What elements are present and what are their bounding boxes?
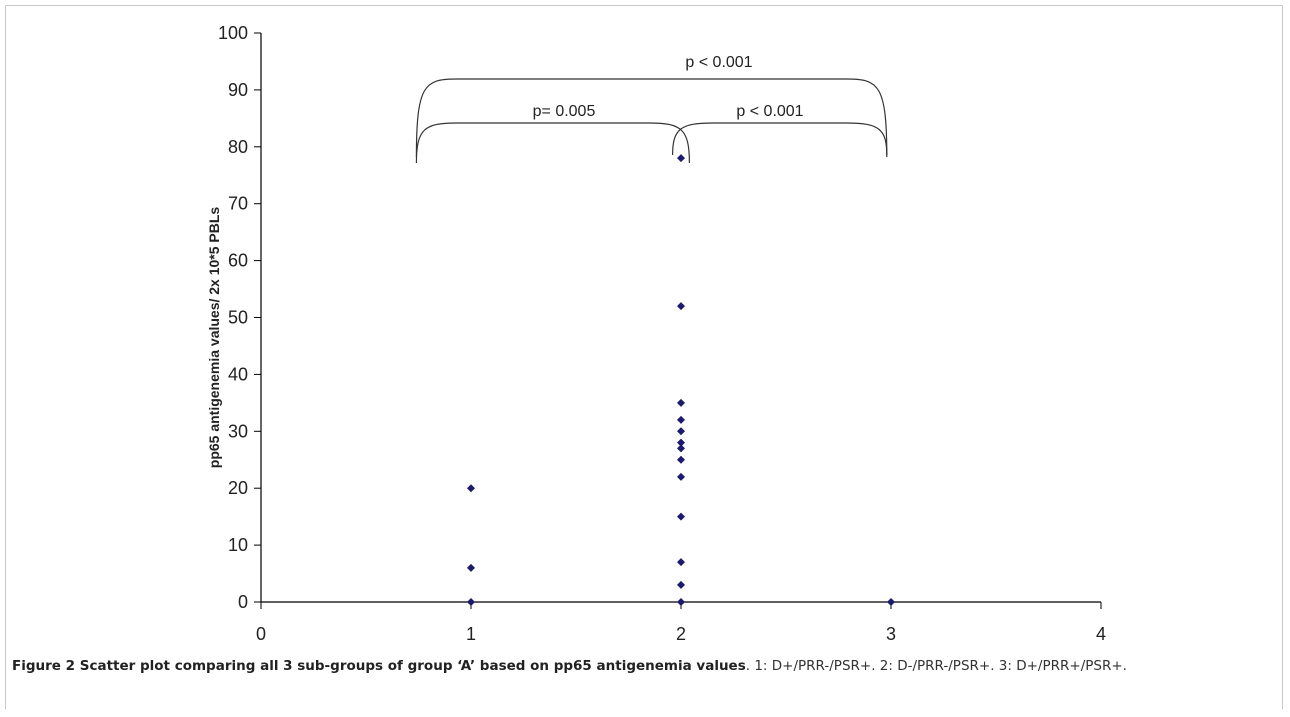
data-point [677,558,685,567]
caption-label: Figure 2 Scatter plot comparing all 3 su… [12,658,746,674]
x-tick-label: 3 [886,624,896,644]
y-tick-label: 0 [238,592,248,612]
data-point [467,598,475,606]
data-point [677,444,685,453]
y-tick-label: 40 [228,364,248,384]
data-point [677,398,685,407]
y-tick-label: 30 [228,421,248,441]
data-point [677,302,685,311]
y-tick-label: 10 [228,535,248,555]
bracket-2-3 [672,122,888,156]
y-tick-label: 90 [228,80,248,100]
data-point [887,598,895,606]
y-tick-label: 20 [228,478,248,498]
data-point [677,438,685,447]
data-point [677,455,685,464]
y-tick-label: 100 [218,23,248,43]
x-tick-label: 4 [1096,624,1106,644]
annotation-label: p= 0.005 [533,103,596,120]
annotation-label: p < 0.001 [736,103,803,120]
data-point [677,415,685,424]
y-tick-label: 70 [228,194,248,214]
data-point [677,472,685,481]
significance-brackets: p= 0.005 p < 0.001 p < 0.001 [415,54,888,164]
scatter-chart: 0 10 20 30 40 50 60 70 80 90 100 0 1 2 3 4 p= 0.005 p < … [206,23,1106,644]
tick-labels: 0 10 20 30 40 50 60 70 80 90 100 0 1 2 3 4 [218,23,1106,644]
data-points [467,154,895,606]
x-tick-label: 1 [466,624,476,644]
bracket-1-2 [415,122,690,164]
axes [254,32,1102,609]
y-tick-label: 60 [228,251,248,271]
y-axis-label: pp65 antigenemia values/ 2x 10*5 PBLs [206,207,222,469]
annotation-label: p < 0.001 [685,54,752,71]
data-point [677,154,685,163]
caption-text: . 1: D+/PRR-/PSR+. 2: D-/PRR-/PSR+. 3: D… [745,658,1127,674]
figure-caption: Figure 2 Scatter plot comparing all 3 su… [12,655,1280,677]
data-point [467,563,475,572]
data-point [677,598,685,606]
y-tick-label: 50 [228,308,248,328]
figure-frame [5,5,1283,709]
data-point [467,484,475,493]
data-point [677,427,685,436]
x-tick-label: 2 [676,624,686,644]
data-point [677,512,685,521]
y-tick-label: 80 [228,137,248,157]
x-tick-label: 0 [256,624,266,644]
bracket-1-3 [415,78,888,158]
data-point [677,580,685,589]
